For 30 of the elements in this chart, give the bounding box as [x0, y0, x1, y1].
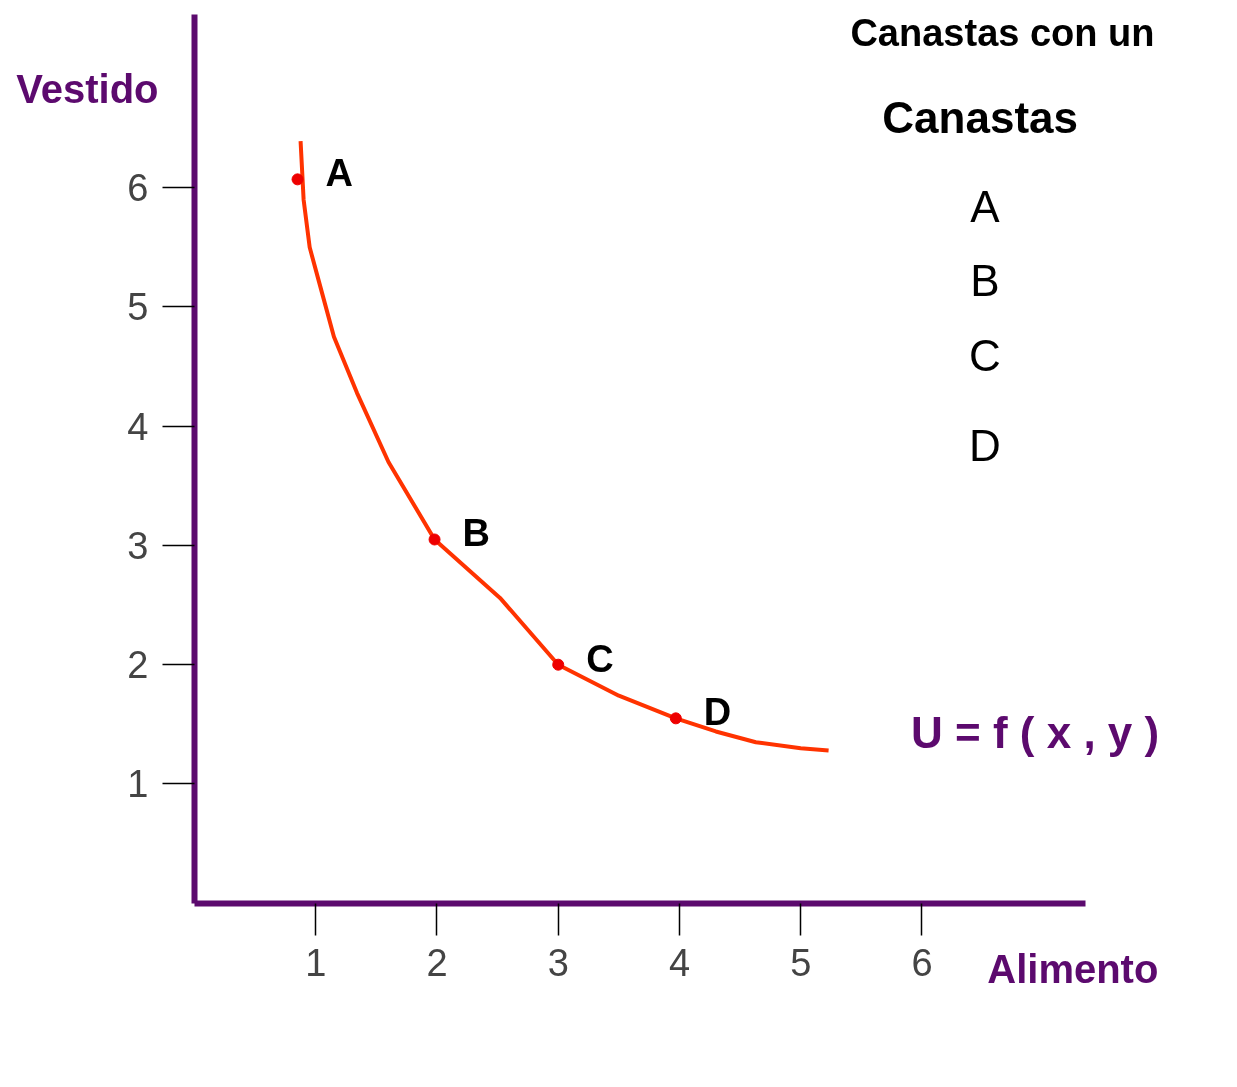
point — [291, 173, 304, 186]
annotation: C — [969, 331, 1001, 381]
y-tick-label: 4 — [127, 405, 149, 448]
annotation: Canastas con un — [850, 11, 1155, 54]
annotation: A — [325, 152, 353, 195]
annotation: C — [586, 637, 614, 680]
y-axis-title: Vestido — [16, 66, 159, 111]
y-tick-label: 1 — [127, 763, 149, 806]
x-tick-label: 2 — [426, 942, 448, 985]
annotation: D — [969, 420, 1001, 470]
annotation: U = f ( x , y ) — [911, 708, 1160, 758]
annotation: B — [970, 256, 1000, 306]
annotation: B — [462, 512, 490, 555]
point — [552, 658, 565, 671]
x-tick-label: 6 — [911, 942, 933, 985]
x-tick-label: 3 — [547, 942, 569, 985]
x-axis-title: Alimento — [987, 946, 1159, 991]
line-series — [298, 139, 831, 753]
x-tick-label: 4 — [668, 942, 691, 985]
annotation: Canastas — [882, 92, 1078, 142]
point — [669, 712, 682, 725]
y-tick-label: 5 — [127, 286, 149, 329]
y-tick-label: 3 — [127, 524, 149, 567]
annotation: D — [703, 691, 732, 734]
y-tick-label: 6 — [127, 167, 149, 210]
y-tick-label: 2 — [127, 644, 149, 687]
x-tick-label: 5 — [790, 942, 812, 985]
x-tick-label: 1 — [305, 942, 327, 985]
annotation: A — [970, 182, 1001, 232]
point — [428, 533, 441, 546]
